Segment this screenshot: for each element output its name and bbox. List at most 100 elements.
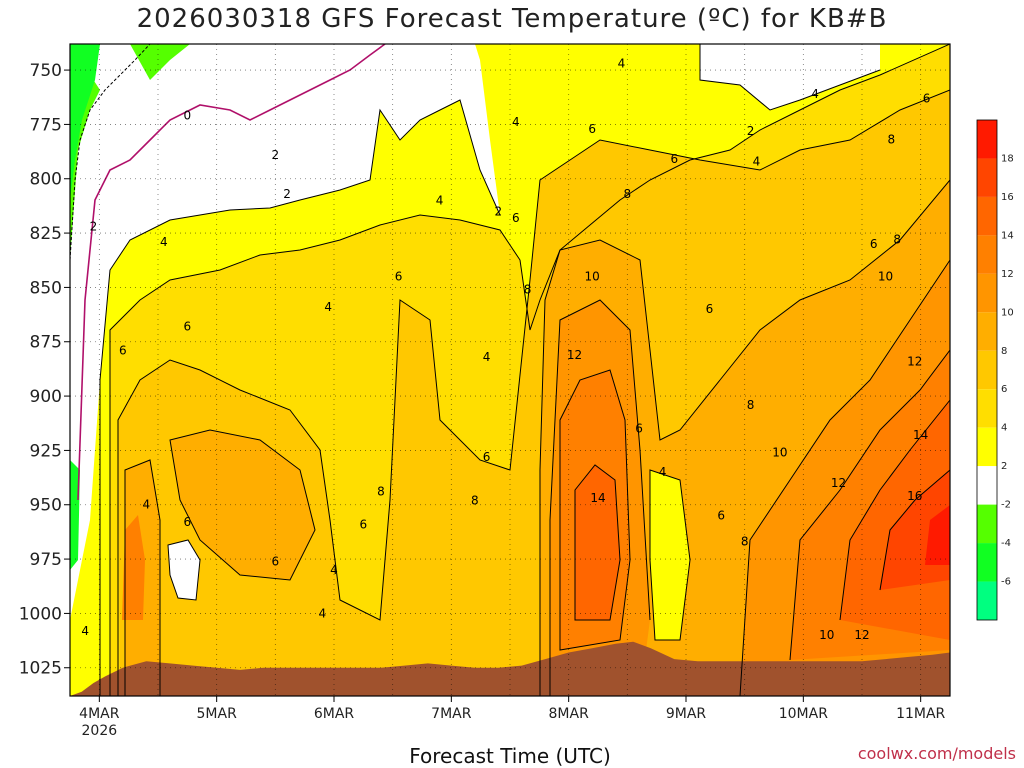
y-tick-label: 900 — [30, 387, 62, 407]
colorbar-swatch — [977, 581, 997, 620]
contour-label: 6 — [184, 320, 192, 334]
contour-label: 12 — [567, 348, 582, 362]
x-tick-label: 9MAR — [666, 706, 707, 722]
contour-label: 8 — [893, 233, 901, 247]
x-tick-label: 6MAR — [314, 706, 355, 722]
contour-label: 8 — [888, 133, 896, 147]
colorbar-swatch — [977, 504, 997, 544]
y-tick-label: 950 — [30, 496, 62, 516]
contour-label: 8 — [747, 398, 755, 412]
contour-label: 4 — [160, 235, 168, 249]
contour-lines — [99, 44, 950, 696]
contour-label: 6 — [119, 343, 127, 357]
contour-label: 4 — [81, 624, 89, 638]
contour-label: 4 — [512, 115, 520, 129]
contour-label: 8 — [377, 485, 385, 499]
y-tick-label: 875 — [30, 333, 62, 353]
colorbar-label: -6 — [1001, 577, 1011, 588]
contour-label: 6 — [360, 517, 368, 531]
plot-frame — [69, 43, 951, 697]
colorbar-label: 14 — [1001, 230, 1014, 241]
contour-label: 6 — [635, 422, 643, 436]
contour-label: 2 — [272, 148, 280, 162]
contour-label: 6 — [512, 211, 520, 225]
contour-label: 6 — [483, 450, 491, 464]
colorbar: 18 16 14 12 10 8 6 4 2 -2 -4 -6 — [976, 119, 1014, 621]
contour-label: 6 — [184, 515, 192, 529]
colorbar-label: 8 — [1001, 346, 1007, 357]
contour-label: 4 — [330, 563, 338, 577]
contour-label: 2 — [90, 220, 98, 234]
contour-label: 14 — [590, 491, 605, 505]
colorbar-swatch — [977, 312, 997, 351]
colorbar-label: 12 — [1001, 269, 1014, 280]
x-tick-label: 4MAR 2026 — [79, 706, 120, 739]
contour-label: 12 — [907, 354, 922, 368]
contour-label: 4 — [324, 300, 332, 314]
contour-label: 0 — [184, 109, 192, 123]
y-tick-label: 1000 — [19, 604, 62, 624]
colorbar-label: 10 — [1001, 307, 1014, 318]
colorbar-label: 6 — [1001, 384, 1007, 395]
colorbar-swatch — [977, 427, 997, 467]
colorbar-label: -2 — [1001, 500, 1011, 511]
contour-label: 6 — [670, 152, 678, 166]
x-tick-label: 10MAR — [779, 706, 828, 722]
grid-lines — [70, 44, 950, 696]
colorbar-label: 2 — [1001, 461, 1007, 472]
contour-label: 10 — [584, 270, 599, 284]
contour-label: 8 — [741, 535, 749, 549]
contour-label: 10 — [819, 628, 834, 642]
colorbar-swatch — [977, 120, 997, 159]
contour-label: 2 — [747, 124, 755, 138]
colorbar-swatch — [977, 350, 997, 390]
contour-label: 4 — [483, 350, 491, 364]
colorbar-label: 4 — [1001, 423, 1007, 434]
zero-isotherm — [77, 44, 386, 501]
x-axis: 4MAR 2026 5MAR 6MAR 7MAR 8MAR 9MAR 10MAR 11MAR — [79, 696, 946, 739]
contour-label: 4 — [811, 87, 819, 101]
contour-label: 6 — [870, 237, 878, 251]
contour-label: 12 — [831, 476, 846, 490]
y-tick-label: 775 — [30, 115, 62, 135]
terrain-surface — [70, 641, 950, 696]
y-tick-label: 925 — [30, 441, 62, 461]
y-tick-label: 825 — [30, 224, 62, 244]
y-tick-label: 1025 — [19, 659, 62, 679]
x-tick-label: 7MAR — [431, 706, 472, 722]
contour-label: 14 — [913, 428, 928, 442]
x-tick-label: 8MAR — [549, 706, 590, 722]
contour-label: 4 — [618, 57, 626, 71]
colorbar-swatch — [977, 543, 997, 582]
y-axis: 750 775 800 825 850 875 900 925 950 975 1000 1025 — [19, 61, 70, 679]
contour-label: 6 — [272, 554, 280, 568]
contour-label: 6 — [706, 302, 714, 316]
contour-label: 6 — [588, 122, 596, 136]
contour-label: 8 — [524, 283, 532, 297]
x-tick-label: 5MAR — [197, 706, 238, 722]
contour-label: 4 — [142, 498, 150, 512]
contour-label: 8 — [624, 187, 632, 201]
colorbar-swatch — [977, 158, 997, 197]
chart-title: 2026030318 GFS Forecast Temperature (ºC)… — [136, 4, 888, 34]
colorbar-frame — [976, 119, 998, 621]
contour-label: 4 — [436, 193, 444, 207]
contour-labels: 0 2 2 2 2 2 4 4 4 4 4 4 4 4 4 4 4 4 4 6 6 6 6 6 6 6 6 6 6 6 6 6 6 6 8 8 8 8 8 8… — [81, 57, 930, 643]
contour-label: 2 — [283, 187, 291, 201]
colorbar-label: -4 — [1001, 538, 1011, 549]
y-tick-label: 850 — [30, 278, 62, 298]
colorbar-swatch — [977, 273, 997, 313]
x-axis-label: Forecast Time (UTC) — [409, 744, 611, 768]
contour-label: 8 — [471, 493, 479, 507]
credit-link[interactable]: coolwx.com/models — [857, 744, 1016, 763]
colorbar-swatch — [977, 466, 997, 505]
contour-label: 6 — [395, 270, 403, 284]
colorbar-swatch — [977, 389, 997, 428]
contour-label: 12 — [854, 628, 869, 642]
contour-label: 10 — [772, 446, 787, 460]
contour-label: 6 — [923, 91, 931, 105]
contour-label: 4 — [318, 606, 326, 620]
colorbar-label: 18 — [1001, 153, 1014, 164]
contour-label: 10 — [878, 270, 893, 284]
